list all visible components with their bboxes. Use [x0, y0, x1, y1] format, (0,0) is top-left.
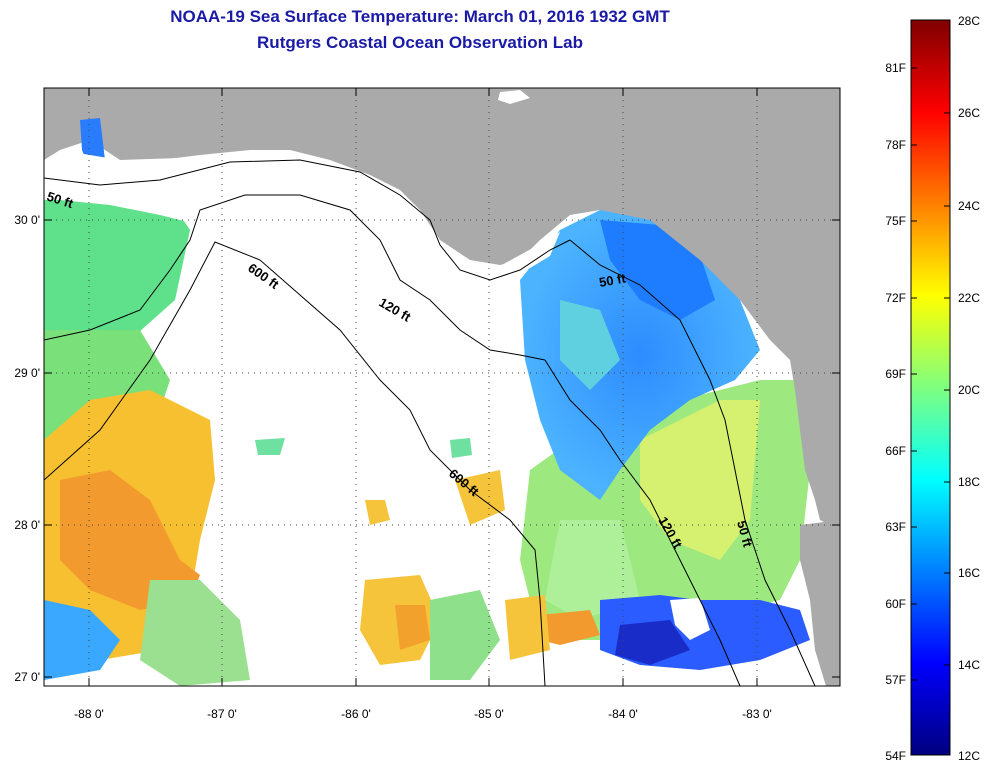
colorbar-fahrenheit-label: 66F	[885, 444, 906, 458]
contour-label-50ft-east: 50 ft	[598, 270, 628, 290]
map-subtitle: Rutgers Coastal Ocean Observation Lab	[257, 33, 583, 52]
colorbar-celsius-label: 26C	[958, 106, 980, 120]
colorbar-celsius-label: 12C	[958, 749, 980, 763]
lon-label: -87 0'	[207, 707, 237, 721]
colorbar-fahrenheit-label: 63F	[885, 520, 906, 534]
colorbar-celsius-label: 20C	[958, 383, 980, 397]
lat-label: 30 0'	[14, 213, 40, 227]
colorbar-fahrenheit-label: 75F	[885, 214, 906, 228]
colorbar-celsius-label: 14C	[958, 658, 980, 672]
lon-label: -84 0'	[608, 707, 638, 721]
sst-west-shelf	[44, 170, 190, 360]
map-frame	[43, 87, 841, 687]
lat-label: 27 0'	[14, 670, 40, 684]
colorbar-fahrenheit-label: 54F	[885, 749, 906, 763]
map-title: NOAA-19 Sea Surface Temperature: March 0…	[170, 7, 670, 26]
contour-600ft	[44, 241, 546, 686]
lon-label: -86 0'	[341, 707, 371, 721]
colorbar-fahrenheit-label: 72F	[885, 291, 906, 305]
colorbar-fahrenheit-label: 69F	[885, 367, 906, 381]
graticule	[44, 88, 840, 686]
colorbar-ticks	[911, 67, 950, 681]
contour-label-50ft-south: 50 ft	[734, 519, 756, 549]
lat-label: 28 0'	[14, 518, 40, 532]
colorbar-celsius-label: 16C	[958, 566, 980, 580]
colorbar-fahrenheit-label: 60F	[885, 597, 906, 611]
lon-label: -85 0'	[474, 707, 504, 721]
axis-ticks	[44, 88, 840, 686]
lon-label: -83 0'	[742, 707, 772, 721]
lon-label: -88 0'	[74, 707, 104, 721]
contour-120ft-south	[544, 359, 741, 686]
colorbar-celsius-label: 28C	[958, 14, 980, 28]
contour-50ft-east	[569, 239, 816, 686]
colorbar-celsius-label: 24C	[958, 199, 980, 213]
colorbar-fahrenheit-label: 78F	[885, 138, 906, 152]
colorbar-fahrenheit-label: 57F	[885, 673, 906, 687]
contour-120ft-north	[44, 194, 546, 361]
lat-label: 29 0'	[14, 366, 40, 380]
colorbar	[910, 19, 951, 756]
colorbar-fahrenheit-label: 81F	[885, 61, 906, 75]
colorbar-celsius-label: 22C	[958, 291, 980, 305]
land-florida-panhandle	[44, 88, 840, 530]
contour-50ft-north	[44, 159, 571, 281]
colorbar-celsius-label: 18C	[958, 475, 980, 489]
